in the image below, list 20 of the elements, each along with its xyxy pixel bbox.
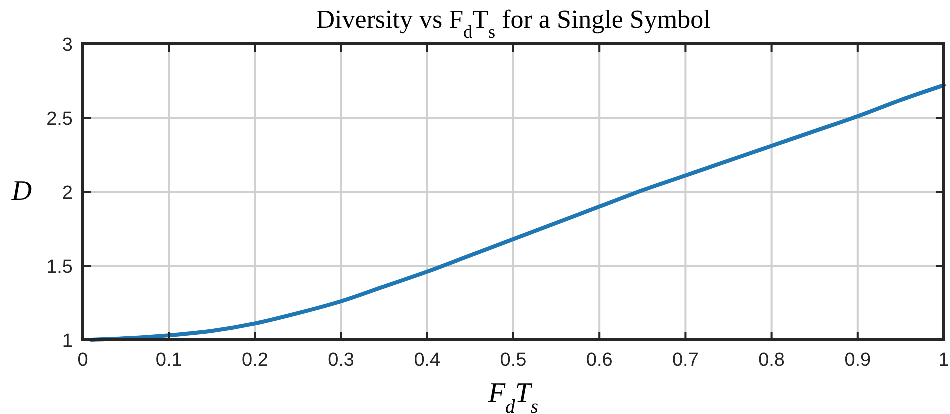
x-tick-label: 0.8 [758, 350, 786, 371]
x-tick-label: 0.9 [844, 350, 872, 371]
y-tick-label: 2.5 [46, 109, 73, 130]
line-series [90, 83, 946, 342]
x-tick-label: 0.6 [586, 350, 613, 371]
y-tick-label: 3 [62, 35, 73, 56]
x-tick-label: 0.2 [242, 350, 268, 371]
x-axis-title: F$_{d}$T$_{s}$ [487, 378, 539, 414]
x-tick-label: 0 [78, 350, 88, 371]
x-tick-label: 0.4 [414, 350, 442, 371]
y-tick-label: 2 [62, 183, 73, 204]
y-tick-label: 1.5 [46, 257, 73, 278]
x-tick-label: 0.1 [156, 350, 182, 371]
x-tick-label: 0.5 [500, 350, 527, 371]
y-axis-title: D [10, 176, 32, 207]
x-tick-label: 0.7 [672, 350, 699, 371]
y-tick-label: 1 [62, 331, 73, 352]
chart-title: Diversity vs F$_{d}$T$_{s}$ for a Single Symbol [316, 5, 711, 42]
x-tick-label: 0.3 [328, 350, 355, 371]
x-tick-label: 1 [938, 350, 950, 371]
